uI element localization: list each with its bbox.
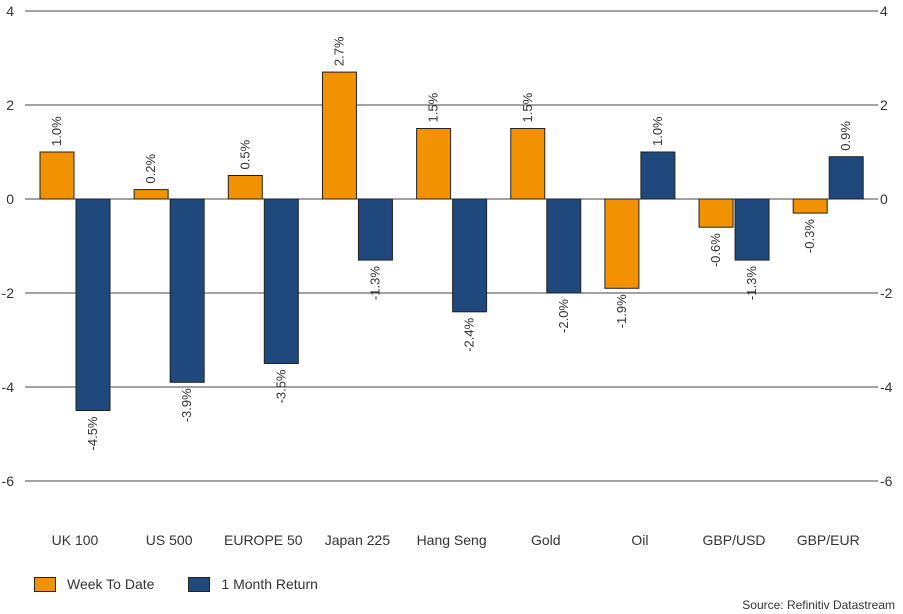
data-labels: 1.0% -4.5% 0.2% -3.9% 0.5% -3.5% 2.7% -1.3% 1.5%… <box>49 36 853 450</box>
data-label: 1.0% <box>650 116 665 146</box>
bar-1-month-return <box>75 198 111 411</box>
y-axis-left: 4 2 0 -2 -4 -6 <box>2 3 15 489</box>
bar-1-month-return <box>828 156 864 200</box>
data-label: 1.5% <box>426 92 441 122</box>
category-label: UK 100 <box>52 532 99 548</box>
data-label: -2.0% <box>556 299 571 333</box>
data-label: 0.9% <box>838 121 853 151</box>
y-axis-right: 4 2 0 -2 -4 -6 <box>880 3 893 489</box>
y-tick-label-left: -6 <box>2 473 15 489</box>
bar-week-to-date <box>510 128 546 200</box>
y-tick-label-left: 0 <box>6 191 14 207</box>
legend: Week To Date 1 Month Return <box>34 576 352 592</box>
bar-week-to-date <box>321 71 357 200</box>
bar-1-month-return <box>357 198 393 261</box>
category-label: Japan 225 <box>325 532 391 548</box>
bar-1-month-return <box>263 198 299 364</box>
data-label: 2.7% <box>331 36 346 66</box>
data-label: -4.5% <box>85 416 100 450</box>
category-label: EUROPE 50 <box>224 532 303 548</box>
data-label: -1.3% <box>367 266 382 300</box>
y-tick-label-right: 4 <box>880 3 888 19</box>
data-label: 0.2% <box>143 154 158 184</box>
category-label: GBP/USD <box>703 532 766 548</box>
legend-item-1-month-return: 1 Month Return <box>188 576 318 592</box>
data-label: 0.5% <box>237 139 252 169</box>
data-label: -3.5% <box>273 369 288 403</box>
y-tick-label-right: 0 <box>880 191 888 207</box>
bar-week-to-date <box>416 128 452 200</box>
category-label: US 500 <box>146 532 193 548</box>
data-label: -0.3% <box>802 219 817 253</box>
bar-1-month-return <box>734 198 770 261</box>
category-label: Hang Seng <box>417 532 487 548</box>
legend-label-1-month-return: 1 Month Return <box>221 576 318 592</box>
category-labels: UK 100 US 500 EUROPE 50 Japan 225 Hang Seng G… <box>52 532 860 548</box>
y-tick-label-left: 4 <box>6 3 14 19</box>
source-note: Source: Refinitiv Datastream <box>742 598 895 612</box>
bar-week-to-date <box>39 151 75 200</box>
y-tick-label-left: 2 <box>6 97 14 113</box>
data-label: -1.9% <box>614 294 629 328</box>
y-tick-label-right: 2 <box>880 97 888 113</box>
y-tick-label-right: -6 <box>880 473 893 489</box>
data-label: 1.0% <box>49 116 64 146</box>
data-label: -1.3% <box>744 266 759 300</box>
bar-week-to-date <box>792 198 828 214</box>
bars <box>39 71 864 411</box>
legend-swatch-1-month-return <box>188 576 211 592</box>
y-tick-label-right: -2 <box>880 285 893 301</box>
data-label: 1.5% <box>520 92 535 122</box>
bar-week-to-date <box>698 198 734 228</box>
bar-week-to-date <box>227 175 263 200</box>
legend-swatch-week-to-date <box>34 576 56 592</box>
bar-1-month-return <box>546 198 582 294</box>
data-label: -0.6% <box>708 233 723 267</box>
legend-item-week-to-date: Week To Date <box>34 576 154 592</box>
category-label: Oil <box>631 532 648 548</box>
y-tick-label-left: -4 <box>2 379 15 395</box>
bar-chart: 4 2 0 -2 -4 -6 4 2 0 -2 -4 -6 1.0% -4.5% 0.2% -3.9% 0.… <box>2 3 893 548</box>
legend-label-week-to-date: Week To Date <box>67 576 155 592</box>
bar-week-to-date <box>133 189 169 200</box>
y-tick-label-left: -2 <box>2 285 15 301</box>
bar-1-month-return <box>169 198 205 383</box>
category-label: GBP/EUR <box>797 532 860 548</box>
bar-1-month-return <box>452 198 488 313</box>
y-tick-label-right: -4 <box>880 379 893 395</box>
bar-1-month-return <box>640 151 676 200</box>
data-label: -3.9% <box>179 388 194 422</box>
data-label: -2.4% <box>462 317 477 351</box>
category-label: Gold <box>531 532 561 548</box>
bar-week-to-date <box>604 198 640 289</box>
